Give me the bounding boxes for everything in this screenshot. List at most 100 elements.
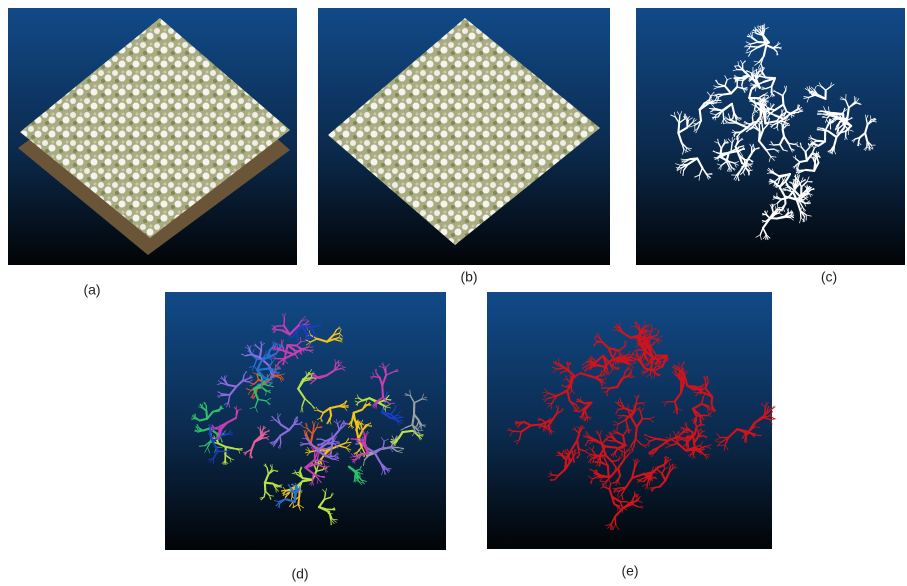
panel-label: (d): [291, 566, 308, 582]
branch: [777, 217, 785, 218]
branch: [759, 75, 763, 76]
branch: [597, 365, 604, 366]
branch: [556, 455, 561, 456]
branch: [233, 448, 238, 449]
branch: [251, 449, 252, 454]
figure: (a) (b) (c) (d) (e): [0, 0, 907, 586]
branch: [776, 207, 777, 211]
branch: [678, 123, 679, 133]
branch: [357, 474, 358, 481]
branch: [783, 96, 784, 105]
branch: [403, 431, 413, 432]
branch: [833, 113, 843, 114]
panel-label: (b): [460, 269, 477, 285]
branch: [531, 425, 541, 426]
branch: [228, 385, 237, 387]
branch: [254, 387, 262, 388]
branch: [700, 110, 701, 121]
branch: [315, 460, 323, 461]
branch: [701, 420, 702, 424]
branch: [382, 385, 383, 397]
branch: [557, 368, 565, 369]
branch: [696, 416, 701, 417]
branch: [690, 158, 697, 159]
branch: [610, 387, 617, 388]
branch: [698, 389, 705, 390]
branch: [800, 161, 807, 162]
branch: [550, 479, 554, 480]
branch: [732, 133, 736, 134]
branch: [277, 326, 284, 327]
branch: [395, 442, 396, 446]
branch: [783, 129, 784, 136]
branch: [709, 103, 717, 104]
branch: [305, 443, 311, 444]
branch: [648, 484, 649, 490]
branch: [704, 454, 710, 455]
branch: [766, 149, 774, 150]
branch: [745, 433, 746, 439]
branch: [762, 101, 763, 107]
branch: [608, 466, 609, 477]
panel-label: (e): [621, 563, 638, 579]
branch: [687, 386, 695, 387]
branch: [699, 175, 700, 180]
branch: [750, 47, 758, 48]
panel-b: [318, 8, 610, 265]
panel-d: [165, 292, 446, 550]
branch: [679, 116, 680, 123]
branch: [766, 78, 776, 79]
panel-e: [487, 292, 775, 549]
branch: [605, 446, 615, 447]
branch: [636, 399, 637, 405]
branch: [513, 431, 521, 432]
branch: [565, 460, 566, 470]
branch: [744, 124, 749, 125]
branch: [762, 29, 763, 36]
branch: [314, 377, 319, 378]
branch: [338, 406, 344, 407]
branch: [206, 411, 207, 419]
branch: [736, 132, 741, 133]
branch: [641, 345, 645, 346]
branch: [785, 217, 791, 218]
branch: [806, 170, 814, 171]
branch: [694, 443, 695, 450]
branch: [777, 123, 778, 128]
branch: [707, 416, 712, 417]
branch: [771, 86, 772, 92]
branch: [519, 422, 524, 423]
branch: [276, 330, 282, 331]
branch: [844, 120, 845, 128]
branch: [272, 326, 277, 327]
branch: [803, 193, 809, 194]
branch: [330, 408, 331, 416]
branch: [313, 474, 314, 481]
branch: [331, 447, 332, 454]
branch: [352, 413, 353, 420]
panel-label: (c): [821, 269, 837, 285]
branch: [785, 197, 786, 204]
branch: [698, 436, 703, 437]
branch: [236, 411, 237, 418]
branch: [624, 453, 625, 460]
branch: [774, 145, 780, 146]
branch: [295, 494, 296, 502]
branch: [260, 350, 262, 357]
branch: [871, 116, 872, 120]
branch: [634, 463, 635, 469]
branch: [618, 507, 619, 511]
branch: [636, 427, 637, 439]
branch: [795, 155, 796, 159]
branch: [222, 394, 229, 395]
panel-background: [487, 292, 772, 549]
branch: [620, 322, 621, 327]
branch: [752, 117, 753, 122]
branch: [268, 369, 276, 370]
branch: [210, 428, 211, 434]
branch: [365, 437, 366, 444]
branch: [226, 447, 234, 449]
branch: [260, 430, 261, 436]
panel-label: (a): [83, 282, 100, 298]
branch: [622, 494, 623, 499]
